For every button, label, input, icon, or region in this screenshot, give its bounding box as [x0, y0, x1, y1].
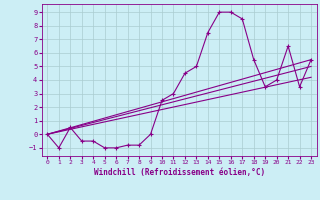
X-axis label: Windchill (Refroidissement éolien,°C): Windchill (Refroidissement éolien,°C): [94, 168, 265, 177]
